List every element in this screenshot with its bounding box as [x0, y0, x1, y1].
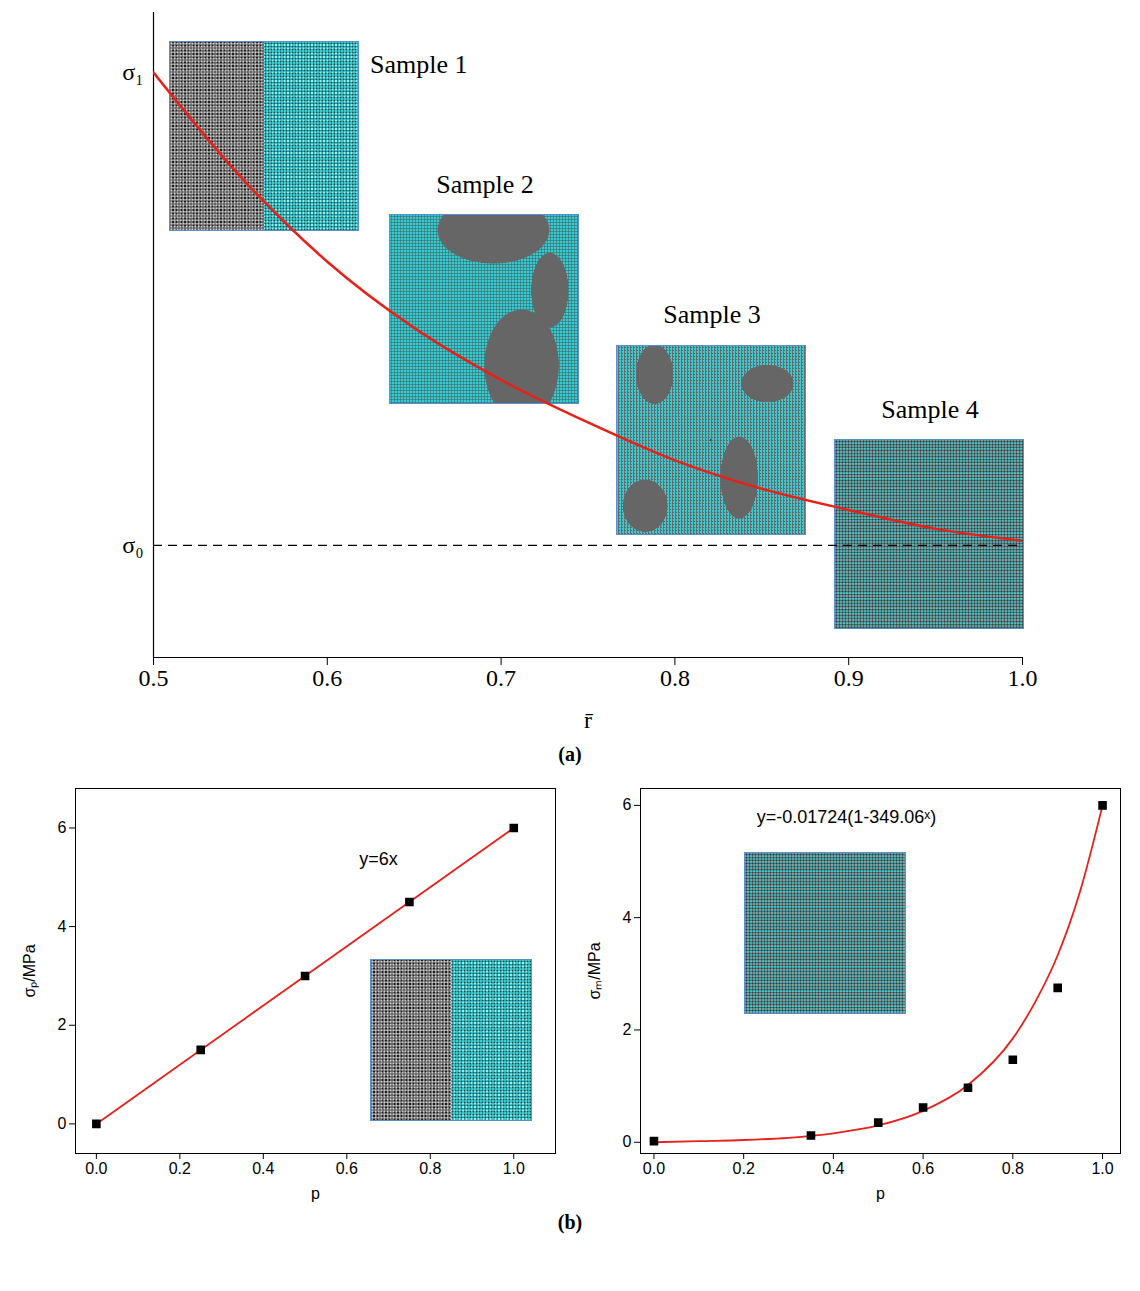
svg-text:y=-0.01724(1-349.06ˣ): y=-0.01724(1-349.06ˣ) [757, 807, 937, 827]
svg-text:1.0: 1.0 [1008, 665, 1038, 691]
svg-text:6: 6 [58, 819, 67, 836]
svg-text:4: 4 [623, 909, 632, 926]
html-text:(a): (a) [558, 743, 582, 765]
svg-text:0.2: 0.2 [733, 1160, 755, 1177]
svg-text:0.8: 0.8 [660, 665, 690, 691]
svg-text:0.4: 0.4 [822, 1160, 844, 1177]
svg-text:0.9: 0.9 [834, 665, 864, 691]
svg-text:0.4: 0.4 [252, 1160, 274, 1177]
svg-text:1.0: 1.0 [503, 1160, 525, 1177]
svg-text:0.0: 0.0 [85, 1160, 107, 1177]
svg-text:0.2: 0.2 [169, 1160, 191, 1177]
svg-text:0.7: 0.7 [486, 665, 516, 691]
svg-text:0: 0 [58, 1115, 67, 1132]
svg-text:2: 2 [623, 1021, 632, 1038]
svg-text:0.5: 0.5 [139, 665, 169, 691]
svg-text:σₚ/MPa: σₚ/MPa [21, 944, 39, 997]
svg-text:0.6: 0.6 [912, 1160, 934, 1177]
svg-text:p: p [311, 1185, 320, 1202]
html-text:Sample 4: Sample 4 [881, 395, 979, 424]
svg-text:σ₀: σ₀ [122, 532, 143, 558]
svg-text:σ₁: σ₁ [122, 59, 143, 85]
svg-text:y=6x: y=6x [359, 849, 398, 869]
svg-text:2: 2 [58, 1016, 67, 1033]
svg-text:4: 4 [58, 918, 67, 935]
html-text:Sample 1: Sample 1 [370, 50, 468, 79]
svg-text:1.0: 1.0 [1091, 1160, 1113, 1177]
svg-text:0: 0 [623, 1133, 632, 1150]
svg-text:6: 6 [623, 796, 632, 813]
svg-text:p: p [876, 1185, 885, 1202]
svg-text:σₘ/MPa: σₘ/MPa [586, 942, 603, 999]
svg-text:0.6: 0.6 [312, 665, 342, 691]
html-text:(b): (b) [557, 1211, 583, 1233]
svg-text:0.8: 0.8 [419, 1160, 441, 1177]
svg-text:0.8: 0.8 [1002, 1160, 1024, 1177]
svg-text:0.6: 0.6 [336, 1160, 358, 1177]
svg-text:r̄: r̄ [584, 707, 593, 733]
html-text:Sample 3: Sample 3 [663, 300, 761, 329]
svg-text:0.0: 0.0 [643, 1160, 665, 1177]
html-text:Sample 2: Sample 2 [436, 170, 534, 199]
